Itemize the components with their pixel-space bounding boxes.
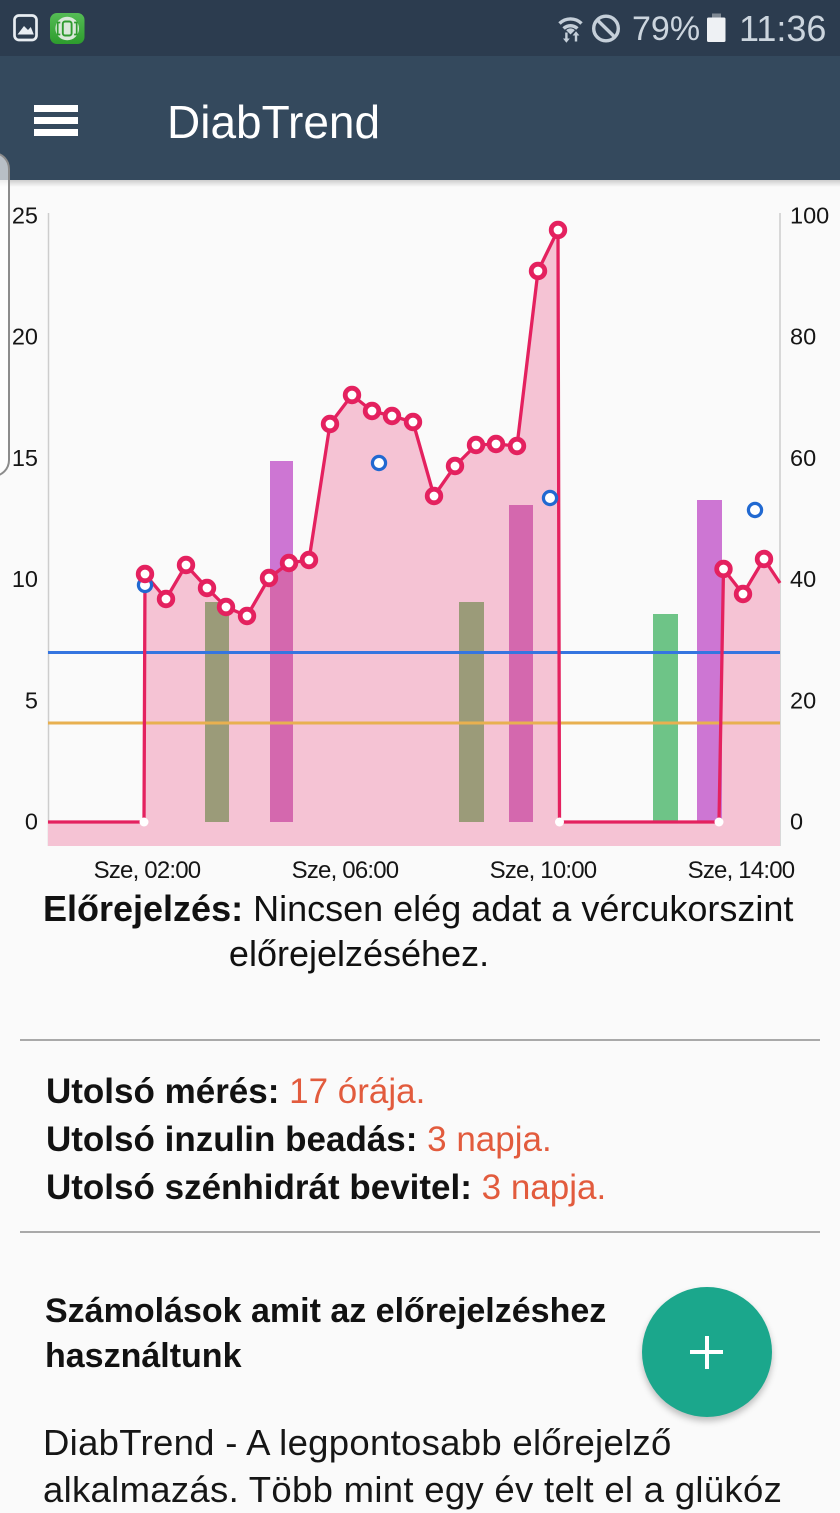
svg-text:Sze, 02:00: Sze, 02:00	[94, 857, 201, 884]
svg-text:80: 80	[790, 324, 816, 350]
svg-text:10: 10	[12, 566, 38, 592]
svg-text:15: 15	[12, 445, 38, 471]
svg-text:Sze, 10:00: Sze, 10:00	[490, 857, 597, 884]
svg-text:Sze, 14:00: Sze, 14:00	[688, 857, 795, 884]
svg-text:20: 20	[790, 688, 816, 714]
svg-text:20: 20	[12, 324, 38, 350]
svg-text:100: 100	[790, 203, 829, 229]
svg-text:5: 5	[25, 688, 38, 714]
svg-text:60: 60	[790, 445, 816, 471]
svg-text:40: 40	[790, 566, 816, 592]
svg-text:Sze, 06:00: Sze, 06:00	[292, 857, 399, 884]
svg-text:0: 0	[790, 809, 803, 835]
svg-text:0: 0	[25, 809, 38, 835]
svg-text:25: 25	[12, 203, 38, 229]
